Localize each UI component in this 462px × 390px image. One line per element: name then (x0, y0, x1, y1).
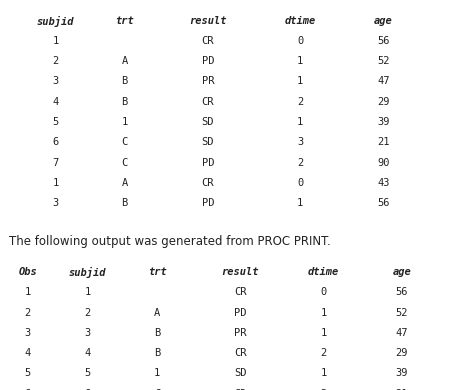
Text: 1: 1 (154, 369, 160, 378)
Text: PD: PD (201, 56, 214, 66)
Text: SD: SD (201, 117, 214, 127)
Text: 56: 56 (377, 198, 390, 208)
Text: 4: 4 (85, 348, 91, 358)
Text: 3: 3 (297, 137, 304, 147)
Text: 6: 6 (52, 137, 59, 147)
Text: 1: 1 (297, 56, 304, 66)
Text: 21: 21 (395, 389, 408, 390)
Text: 2: 2 (297, 158, 304, 168)
Text: 1: 1 (85, 287, 91, 297)
Text: B: B (154, 328, 160, 338)
Text: subjid: subjid (36, 16, 74, 27)
Text: C: C (154, 389, 160, 390)
Text: CR: CR (234, 287, 247, 297)
Text: 56: 56 (377, 36, 390, 46)
Text: 43: 43 (377, 178, 390, 188)
Text: 3: 3 (52, 76, 59, 87)
Text: B: B (122, 76, 128, 87)
Text: 29: 29 (395, 348, 408, 358)
Text: B: B (122, 198, 128, 208)
Text: dtime: dtime (308, 267, 339, 277)
Text: 6: 6 (24, 389, 31, 390)
Text: 1: 1 (52, 178, 59, 188)
Text: PR: PR (201, 76, 214, 87)
Text: 1: 1 (320, 369, 327, 378)
Text: 0: 0 (297, 36, 304, 46)
Text: 52: 52 (377, 56, 390, 66)
Text: Obs: Obs (18, 267, 37, 277)
Text: 5: 5 (24, 369, 31, 378)
Text: A: A (122, 56, 128, 66)
Text: trt: trt (148, 267, 166, 277)
Text: C: C (122, 137, 128, 147)
Text: 21: 21 (377, 137, 390, 147)
Text: 47: 47 (377, 76, 390, 87)
Text: 39: 39 (377, 117, 390, 127)
Text: trt: trt (116, 16, 134, 26)
Text: 52: 52 (395, 308, 408, 317)
Text: 0: 0 (297, 178, 304, 188)
Text: 29: 29 (377, 97, 390, 107)
Text: age: age (374, 16, 393, 26)
Text: 47: 47 (395, 328, 408, 338)
Text: PD: PD (201, 198, 214, 208)
Text: CR: CR (201, 178, 214, 188)
Text: result: result (221, 267, 259, 277)
Text: 1: 1 (297, 198, 304, 208)
Text: subjid: subjid (69, 267, 107, 278)
Text: 5: 5 (85, 369, 91, 378)
Text: 5: 5 (52, 117, 59, 127)
Text: 3: 3 (52, 198, 59, 208)
Text: SD: SD (201, 137, 214, 147)
Text: 1: 1 (52, 36, 59, 46)
Text: 4: 4 (52, 97, 59, 107)
Text: A: A (154, 308, 160, 317)
Text: 1: 1 (297, 76, 304, 87)
Text: 1: 1 (320, 308, 327, 317)
Text: 2: 2 (297, 97, 304, 107)
Text: 2: 2 (52, 56, 59, 66)
Text: 6: 6 (85, 389, 91, 390)
Text: 2: 2 (24, 308, 31, 317)
Text: 56: 56 (395, 287, 408, 297)
Text: 39: 39 (395, 369, 408, 378)
Text: 3: 3 (24, 328, 31, 338)
Text: 1: 1 (24, 287, 31, 297)
Text: A: A (122, 178, 128, 188)
Text: 90: 90 (377, 158, 390, 168)
Text: C: C (122, 158, 128, 168)
Text: PR: PR (234, 328, 247, 338)
Text: age: age (393, 267, 411, 277)
Text: SD: SD (234, 369, 247, 378)
Text: 1: 1 (297, 117, 304, 127)
Text: result: result (189, 16, 227, 26)
Text: CR: CR (201, 97, 214, 107)
Text: PD: PD (201, 158, 214, 168)
Text: B: B (122, 97, 128, 107)
Text: 7: 7 (52, 158, 59, 168)
Text: dtime: dtime (285, 16, 316, 26)
Text: B: B (154, 348, 160, 358)
Text: 1: 1 (320, 328, 327, 338)
Text: CR: CR (234, 348, 247, 358)
Text: CR: CR (201, 36, 214, 46)
Text: 1: 1 (122, 117, 128, 127)
Text: 4: 4 (24, 348, 31, 358)
Text: 2: 2 (85, 308, 91, 317)
Text: 0: 0 (320, 287, 327, 297)
Text: 3: 3 (85, 328, 91, 338)
Text: SD: SD (234, 389, 247, 390)
Text: The following output was generated from PROC PRINT.: The following output was generated from … (9, 235, 331, 248)
Text: 3: 3 (320, 389, 327, 390)
Text: 2: 2 (320, 348, 327, 358)
Text: PD: PD (234, 308, 247, 317)
